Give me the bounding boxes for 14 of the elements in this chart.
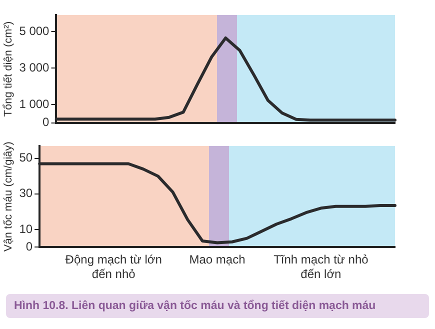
x-tick-label: Tĩnh mạch từ nhỏ đến lớn [274, 252, 369, 282]
y-tick-label: 0 [42, 115, 50, 130]
y-tick-label: 30 [19, 186, 33, 200]
y-tick-label: 5 000 [19, 24, 50, 38]
x-tick-label: Mao mạch [189, 252, 246, 267]
y-tick-label: 50 [19, 150, 33, 165]
y-tick-label: 3 000 [19, 60, 50, 74]
y-axis-title: Vận tốc máu (cm/giây) [2, 142, 15, 252]
x-tick-label: Động mạch từ lớn đến nhỏ [65, 252, 162, 282]
text: Hình 10.8. Liên quan giữa vận tốc máu và tổng tiết diện mạch máu [6, 294, 429, 318]
y-tick-label: 1 000 [19, 96, 50, 111]
y-tick-label: 0 [26, 240, 33, 254]
y-tick-label: 10 [19, 222, 33, 236]
y-axis-title: Tổng tiết diện (cm²) [2, 21, 15, 117]
